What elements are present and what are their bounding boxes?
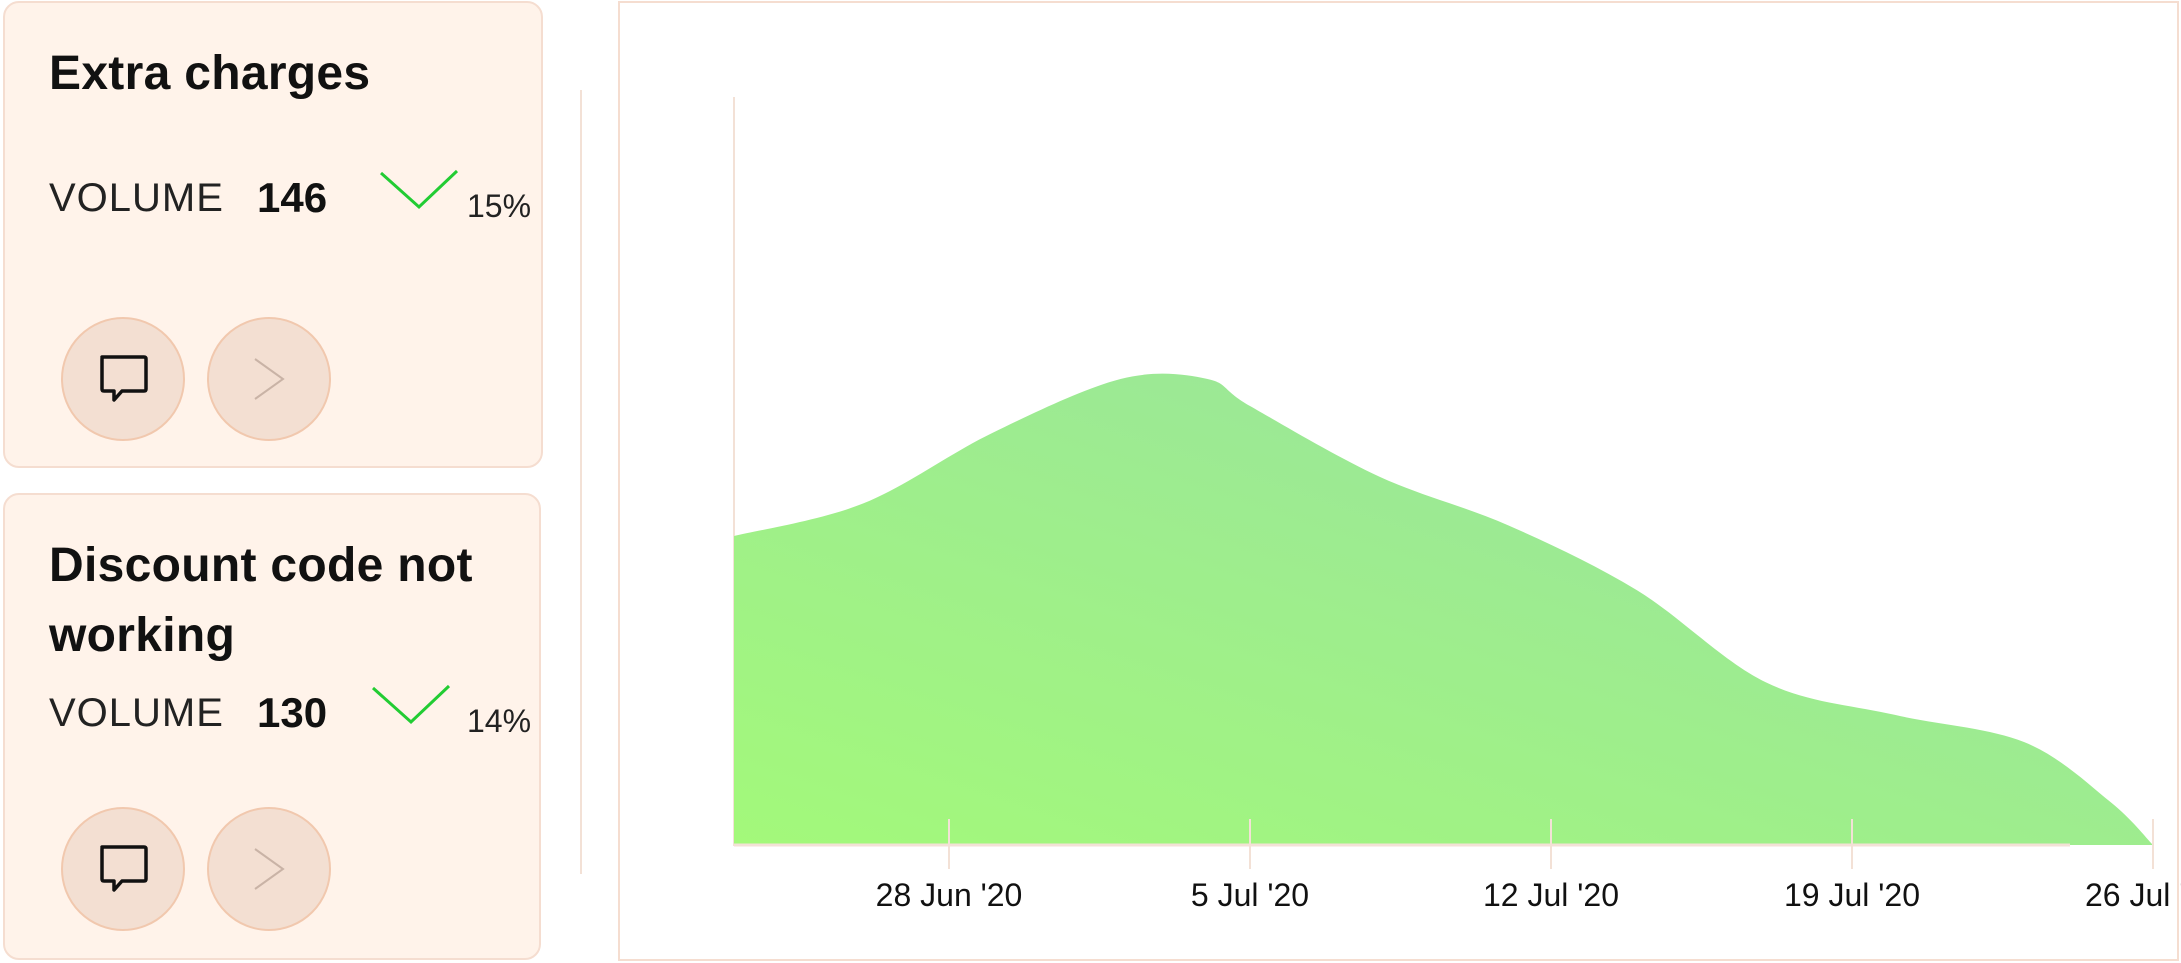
issue-title: Extra charges <box>49 47 371 100</box>
panel-divider <box>580 90 582 874</box>
checkmark-trend-icon <box>379 169 459 210</box>
volume-value: 146 <box>257 174 328 221</box>
issue-title: Discount code not working <box>49 539 473 662</box>
speech-bubble-icon <box>100 845 148 892</box>
x-axis-tick-label: 12 Jul '20 <box>1483 877 1619 913</box>
chevron-right-icon <box>254 848 285 890</box>
trend-percentage: 15% <box>467 188 532 224</box>
volume-metric: VOLUME 146 15% <box>49 168 532 228</box>
x-axis-tick-label: 5 Jul '20 <box>1191 877 1309 913</box>
open-issue-button[interactable] <box>207 317 331 441</box>
comment-button[interactable] <box>61 807 185 931</box>
volume-label: VOLUME <box>49 176 224 220</box>
volume-area-chart: 28 Jun '20 5 Jul '20 12 Jul '20 19 Jul '20 2… <box>733 97 2181 913</box>
issue-card-discount-code: Discount code not working VOLUME 130 14% <box>3 493 541 960</box>
volume-chart-panel: 28 Jun '20 5 Jul '20 12 Jul '20 19 Jul '20 2… <box>618 1 2181 961</box>
speech-bubble-icon <box>100 355 148 402</box>
checkmark-trend-icon <box>371 684 451 725</box>
x-axis-tick-label: 28 Jun '20 <box>876 877 1023 913</box>
volume-area-series <box>734 373 2153 845</box>
chevron-right-icon <box>254 358 285 400</box>
issue-card-extra-charges: Extra charges VOLUME 146 15% <box>3 1 543 468</box>
volume-metric: VOLUME 130 14% <box>49 683 532 743</box>
trend-percentage: 14% <box>467 703 532 739</box>
volume-label: VOLUME <box>49 691 224 735</box>
volume-value: 130 <box>257 689 328 736</box>
comment-button[interactable] <box>61 317 185 441</box>
x-axis-tick-label: 26 Jul '20 <box>2085 877 2181 913</box>
open-issue-button[interactable] <box>207 807 331 931</box>
x-axis-tick-label: 19 Jul '20 <box>1784 877 1920 913</box>
